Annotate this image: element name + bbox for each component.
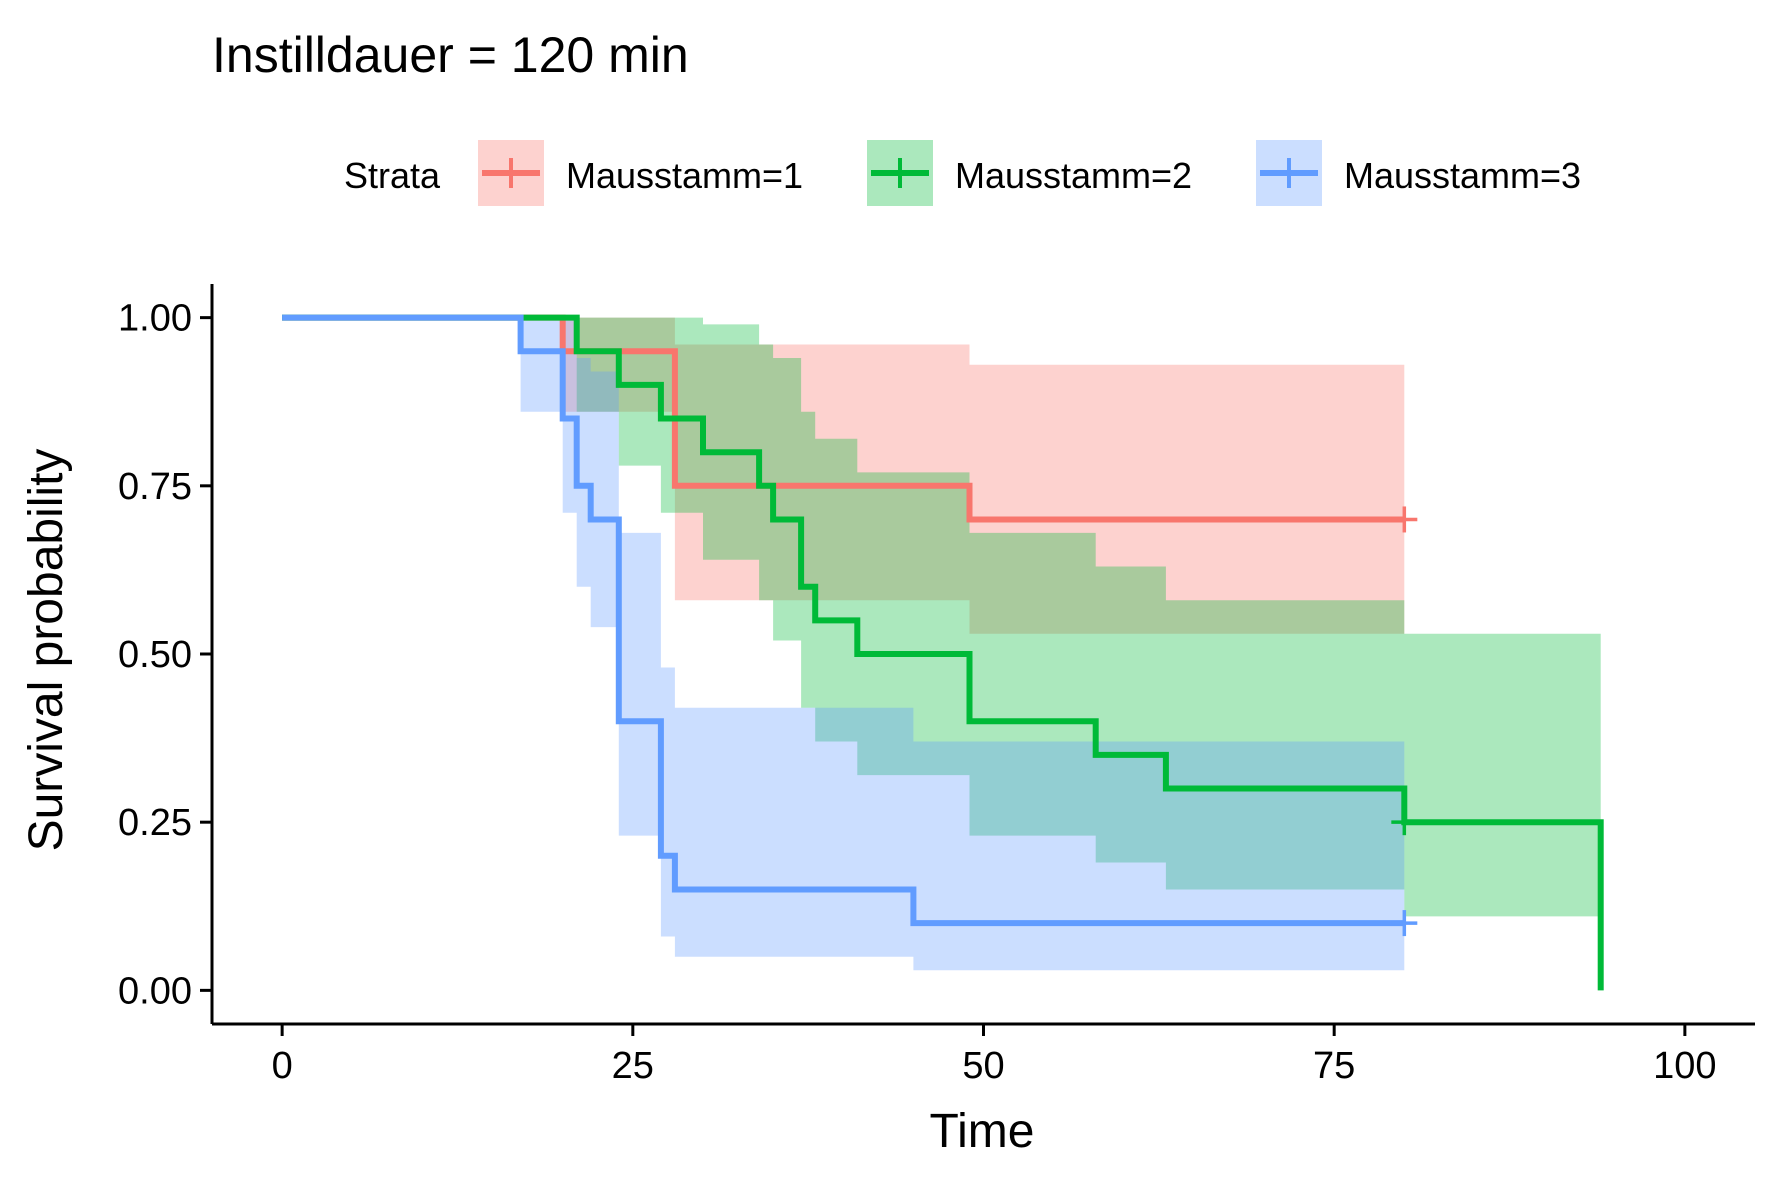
censor-marks [1391,506,1418,937]
y-axis-ticks: 0.00 0.25 0.50 0.75 1.00 [118,298,212,1012]
plot-area [282,314,1604,991]
x-axis-ticks: 0 25 50 75 100 [272,1024,1717,1087]
chart-title: Instilldauer = 120 min [212,27,689,83]
y-tick-label: 0.75 [118,466,192,508]
x-tick-label: 50 [962,1045,1004,1087]
x-axis-label: Time [930,1105,1035,1158]
legend-label: Mausstamm=2 [955,155,1192,196]
x-tick-label: 25 [612,1045,654,1087]
y-tick-label: 0.00 [118,970,192,1012]
x-tick-label: 75 [1313,1045,1355,1087]
legend-label: Mausstamm=1 [566,155,803,196]
y-tick-label: 0.50 [118,634,192,676]
confidence-bands [282,317,1601,971]
y-tick-label: 0.25 [118,802,192,844]
ci-band-series-3 [282,317,1405,971]
survival-curve-series-2 [282,314,1604,991]
legend-item-series-2: Mausstamm=2 [867,140,1192,206]
y-axis-label: Survival probability [20,449,73,852]
ci-band-series-1 [282,317,1405,634]
survival-curve-series-3 [282,314,1405,927]
x-tick-label: 0 [272,1045,293,1087]
legend-title: Strata [344,155,441,196]
censor-mark-series-1 [1391,506,1418,533]
legend-item-series-3: Mausstamm=3 [1256,140,1581,206]
censor-mark-series-3 [1391,910,1418,937]
ci-band-series-2 [282,317,1601,917]
x-tick-label: 100 [1653,1045,1716,1087]
legend: Strata Mausstamm=1 Mausstamm=2 Mausstamm=3 [344,140,1581,206]
survival-curves [282,314,1604,991]
legend-item-series-1: Mausstamm=1 [478,140,803,206]
y-tick-label: 1.00 [118,298,192,340]
censor-mark-series-2 [1391,809,1418,836]
legend-label: Mausstamm=3 [1344,155,1581,196]
